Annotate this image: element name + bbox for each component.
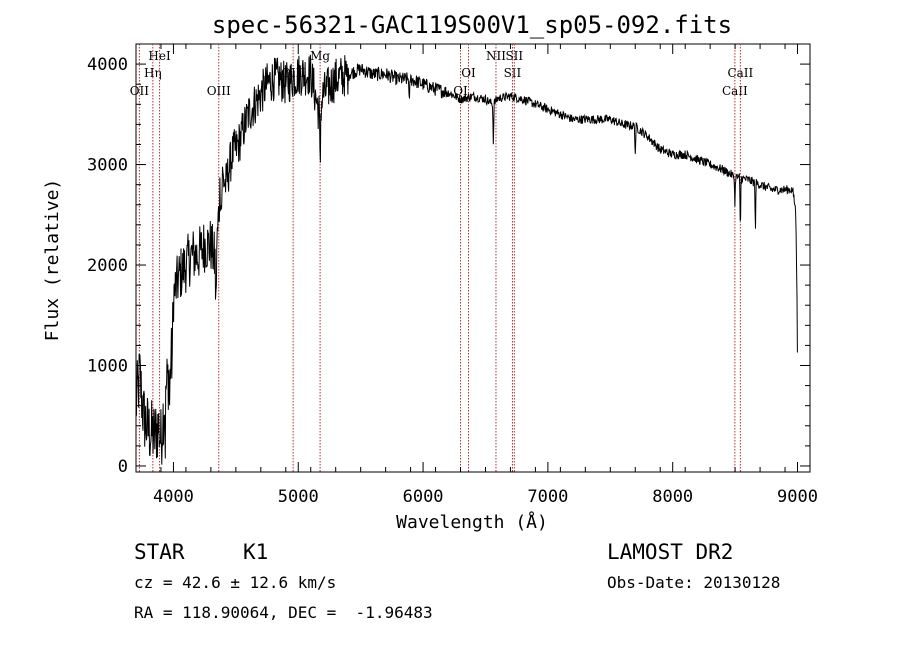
observation-date: Obs-Date: 20130128 <box>607 573 781 592</box>
line-marker-label: OI <box>461 66 476 80</box>
chart-title: spec-56321-GAC119S00V1_sp05-092.fits <box>212 11 732 39</box>
y-tick-label: 2000 <box>87 256 128 276</box>
y-tick-label: 4000 <box>87 55 128 75</box>
axis-ticks: 4000 5000 6000 7000 8000 9000 0 1000 2000 3000 400… <box>87 43 818 507</box>
spectrum-layer <box>135 54 798 465</box>
plot-border <box>135 43 811 473</box>
x-tick-label: 8000 <box>652 487 693 507</box>
survey-name: LAMOST DR2 <box>607 540 734 564</box>
x-tick-label: 5000 <box>278 487 319 507</box>
line-marker-label: OIII <box>207 84 231 98</box>
line-marker-label: Hη <box>144 66 162 80</box>
y-tick-label: 1000 <box>87 357 128 377</box>
line-marker-label: OII <box>130 84 150 98</box>
x-tick-label: 6000 <box>403 487 444 507</box>
line-marker-label: CaII <box>727 66 753 80</box>
object-class: STAR <box>134 540 185 564</box>
plot-frame <box>135 43 811 473</box>
line-marker-label: CaII <box>722 84 748 98</box>
line-marker-label: SII <box>504 66 522 80</box>
object-subclass: K1 <box>243 540 269 564</box>
y-tick-label: 3000 <box>87 156 128 176</box>
line-marker-label: SII <box>505 49 523 63</box>
x-tick-label: 7000 <box>527 487 568 507</box>
spectrum-line <box>135 54 798 465</box>
redshift-velocity: cz = 42.6 ± 12.6 km/s <box>134 573 337 592</box>
x-axis-label: Wavelength (Å) <box>396 511 548 533</box>
line-marker-label: NII <box>486 49 506 63</box>
x-tick-label: 4000 <box>153 487 194 507</box>
line-marker-label: HeI <box>148 49 171 63</box>
line-marker-label: Mg <box>310 49 330 63</box>
y-tick-label: 0 <box>118 457 128 477</box>
y-axis-label: Flux (relative) <box>42 179 63 342</box>
x-tick-label: 9000 <box>777 487 818 507</box>
coordinates: RA = 118.90064, DEC = -1.96483 <box>134 603 433 622</box>
